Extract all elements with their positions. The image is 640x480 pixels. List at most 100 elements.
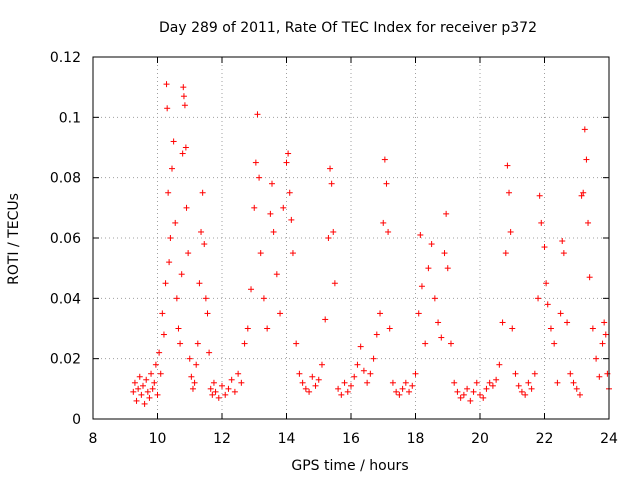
data-point bbox=[541, 244, 548, 251]
data-point bbox=[141, 400, 148, 407]
data-point bbox=[225, 385, 232, 392]
y-tick-label: 0.02 bbox=[50, 352, 81, 368]
data-point bbox=[547, 325, 554, 332]
data-point bbox=[201, 241, 208, 248]
data-point bbox=[551, 340, 558, 347]
data-point bbox=[385, 228, 392, 235]
data-point bbox=[252, 159, 259, 166]
data-point bbox=[235, 370, 242, 377]
data-point bbox=[370, 355, 377, 362]
data-point bbox=[389, 379, 396, 386]
data-point bbox=[179, 150, 186, 157]
data-point bbox=[331, 280, 338, 287]
data-point bbox=[444, 265, 451, 272]
data-point bbox=[460, 391, 467, 398]
data-point bbox=[447, 340, 454, 347]
data-point bbox=[156, 349, 163, 356]
data-point bbox=[293, 340, 300, 347]
data-point bbox=[164, 105, 171, 112]
data-point bbox=[136, 373, 143, 380]
data-point bbox=[470, 388, 477, 395]
data-point bbox=[163, 81, 170, 88]
data-point bbox=[199, 189, 206, 196]
data-point bbox=[186, 355, 193, 362]
data-point bbox=[570, 379, 577, 386]
data-point bbox=[483, 385, 490, 392]
data-point bbox=[589, 325, 596, 332]
data-point bbox=[509, 325, 516, 332]
data-point bbox=[257, 250, 264, 257]
data-point bbox=[280, 204, 287, 211]
data-point bbox=[512, 370, 519, 377]
data-point bbox=[412, 370, 419, 377]
data-point bbox=[596, 373, 603, 380]
data-point bbox=[586, 274, 593, 281]
data-point bbox=[273, 271, 280, 278]
data-point bbox=[148, 370, 155, 377]
plot-frame bbox=[92, 56, 610, 420]
data-point bbox=[451, 379, 458, 386]
data-point bbox=[170, 138, 177, 145]
data-point bbox=[135, 385, 142, 392]
data-point bbox=[518, 388, 525, 395]
data-point bbox=[580, 189, 587, 196]
data-point bbox=[381, 156, 388, 163]
data-point bbox=[312, 382, 319, 389]
x-tick-label: 20 bbox=[471, 431, 489, 447]
x-tick-label: 10 bbox=[149, 431, 167, 447]
data-point bbox=[180, 93, 187, 100]
data-point bbox=[219, 382, 225, 389]
data-point bbox=[399, 385, 406, 392]
data-point bbox=[228, 376, 235, 383]
data-point bbox=[585, 219, 592, 226]
data-point bbox=[191, 379, 198, 386]
data-point bbox=[441, 250, 448, 257]
data-point bbox=[506, 189, 513, 196]
data-point bbox=[254, 111, 261, 118]
data-point bbox=[409, 382, 416, 389]
data-point bbox=[560, 250, 567, 257]
data-point bbox=[157, 370, 164, 377]
data-point bbox=[182, 144, 189, 151]
data-point bbox=[335, 385, 342, 392]
data-point bbox=[138, 391, 145, 398]
data-point bbox=[306, 388, 313, 395]
data-point bbox=[417, 231, 424, 238]
data-point bbox=[443, 210, 450, 217]
data-point bbox=[130, 388, 137, 395]
data-point bbox=[277, 310, 284, 317]
data-point bbox=[286, 189, 293, 196]
data-point bbox=[194, 340, 201, 347]
data-point bbox=[160, 331, 167, 338]
data-point bbox=[396, 391, 403, 398]
data-point bbox=[302, 385, 309, 392]
data-point bbox=[431, 295, 438, 302]
data-point bbox=[435, 319, 442, 326]
data-point bbox=[159, 310, 166, 317]
data-point bbox=[477, 391, 483, 398]
data-point bbox=[406, 388, 413, 395]
y-tick-label: 0.06 bbox=[50, 231, 81, 247]
data-point bbox=[499, 319, 506, 326]
data-point bbox=[531, 370, 538, 377]
data-point bbox=[149, 385, 156, 392]
data-point bbox=[425, 265, 432, 272]
data-point bbox=[593, 355, 600, 362]
data-point bbox=[473, 379, 480, 386]
data-point bbox=[564, 319, 571, 326]
data-point bbox=[357, 343, 364, 350]
data-point bbox=[581, 126, 588, 133]
data-point bbox=[209, 391, 216, 398]
data-point bbox=[573, 385, 580, 392]
data-point bbox=[402, 379, 409, 386]
data-point bbox=[169, 165, 176, 172]
data-point bbox=[578, 192, 585, 199]
data-point bbox=[360, 367, 367, 374]
data-point bbox=[146, 394, 153, 401]
data-point bbox=[178, 271, 185, 278]
data-point bbox=[341, 379, 348, 386]
data-point bbox=[133, 397, 140, 404]
x-axis-label: GPS time / hours bbox=[291, 458, 408, 474]
data-point bbox=[144, 388, 151, 395]
data-point bbox=[131, 379, 138, 386]
